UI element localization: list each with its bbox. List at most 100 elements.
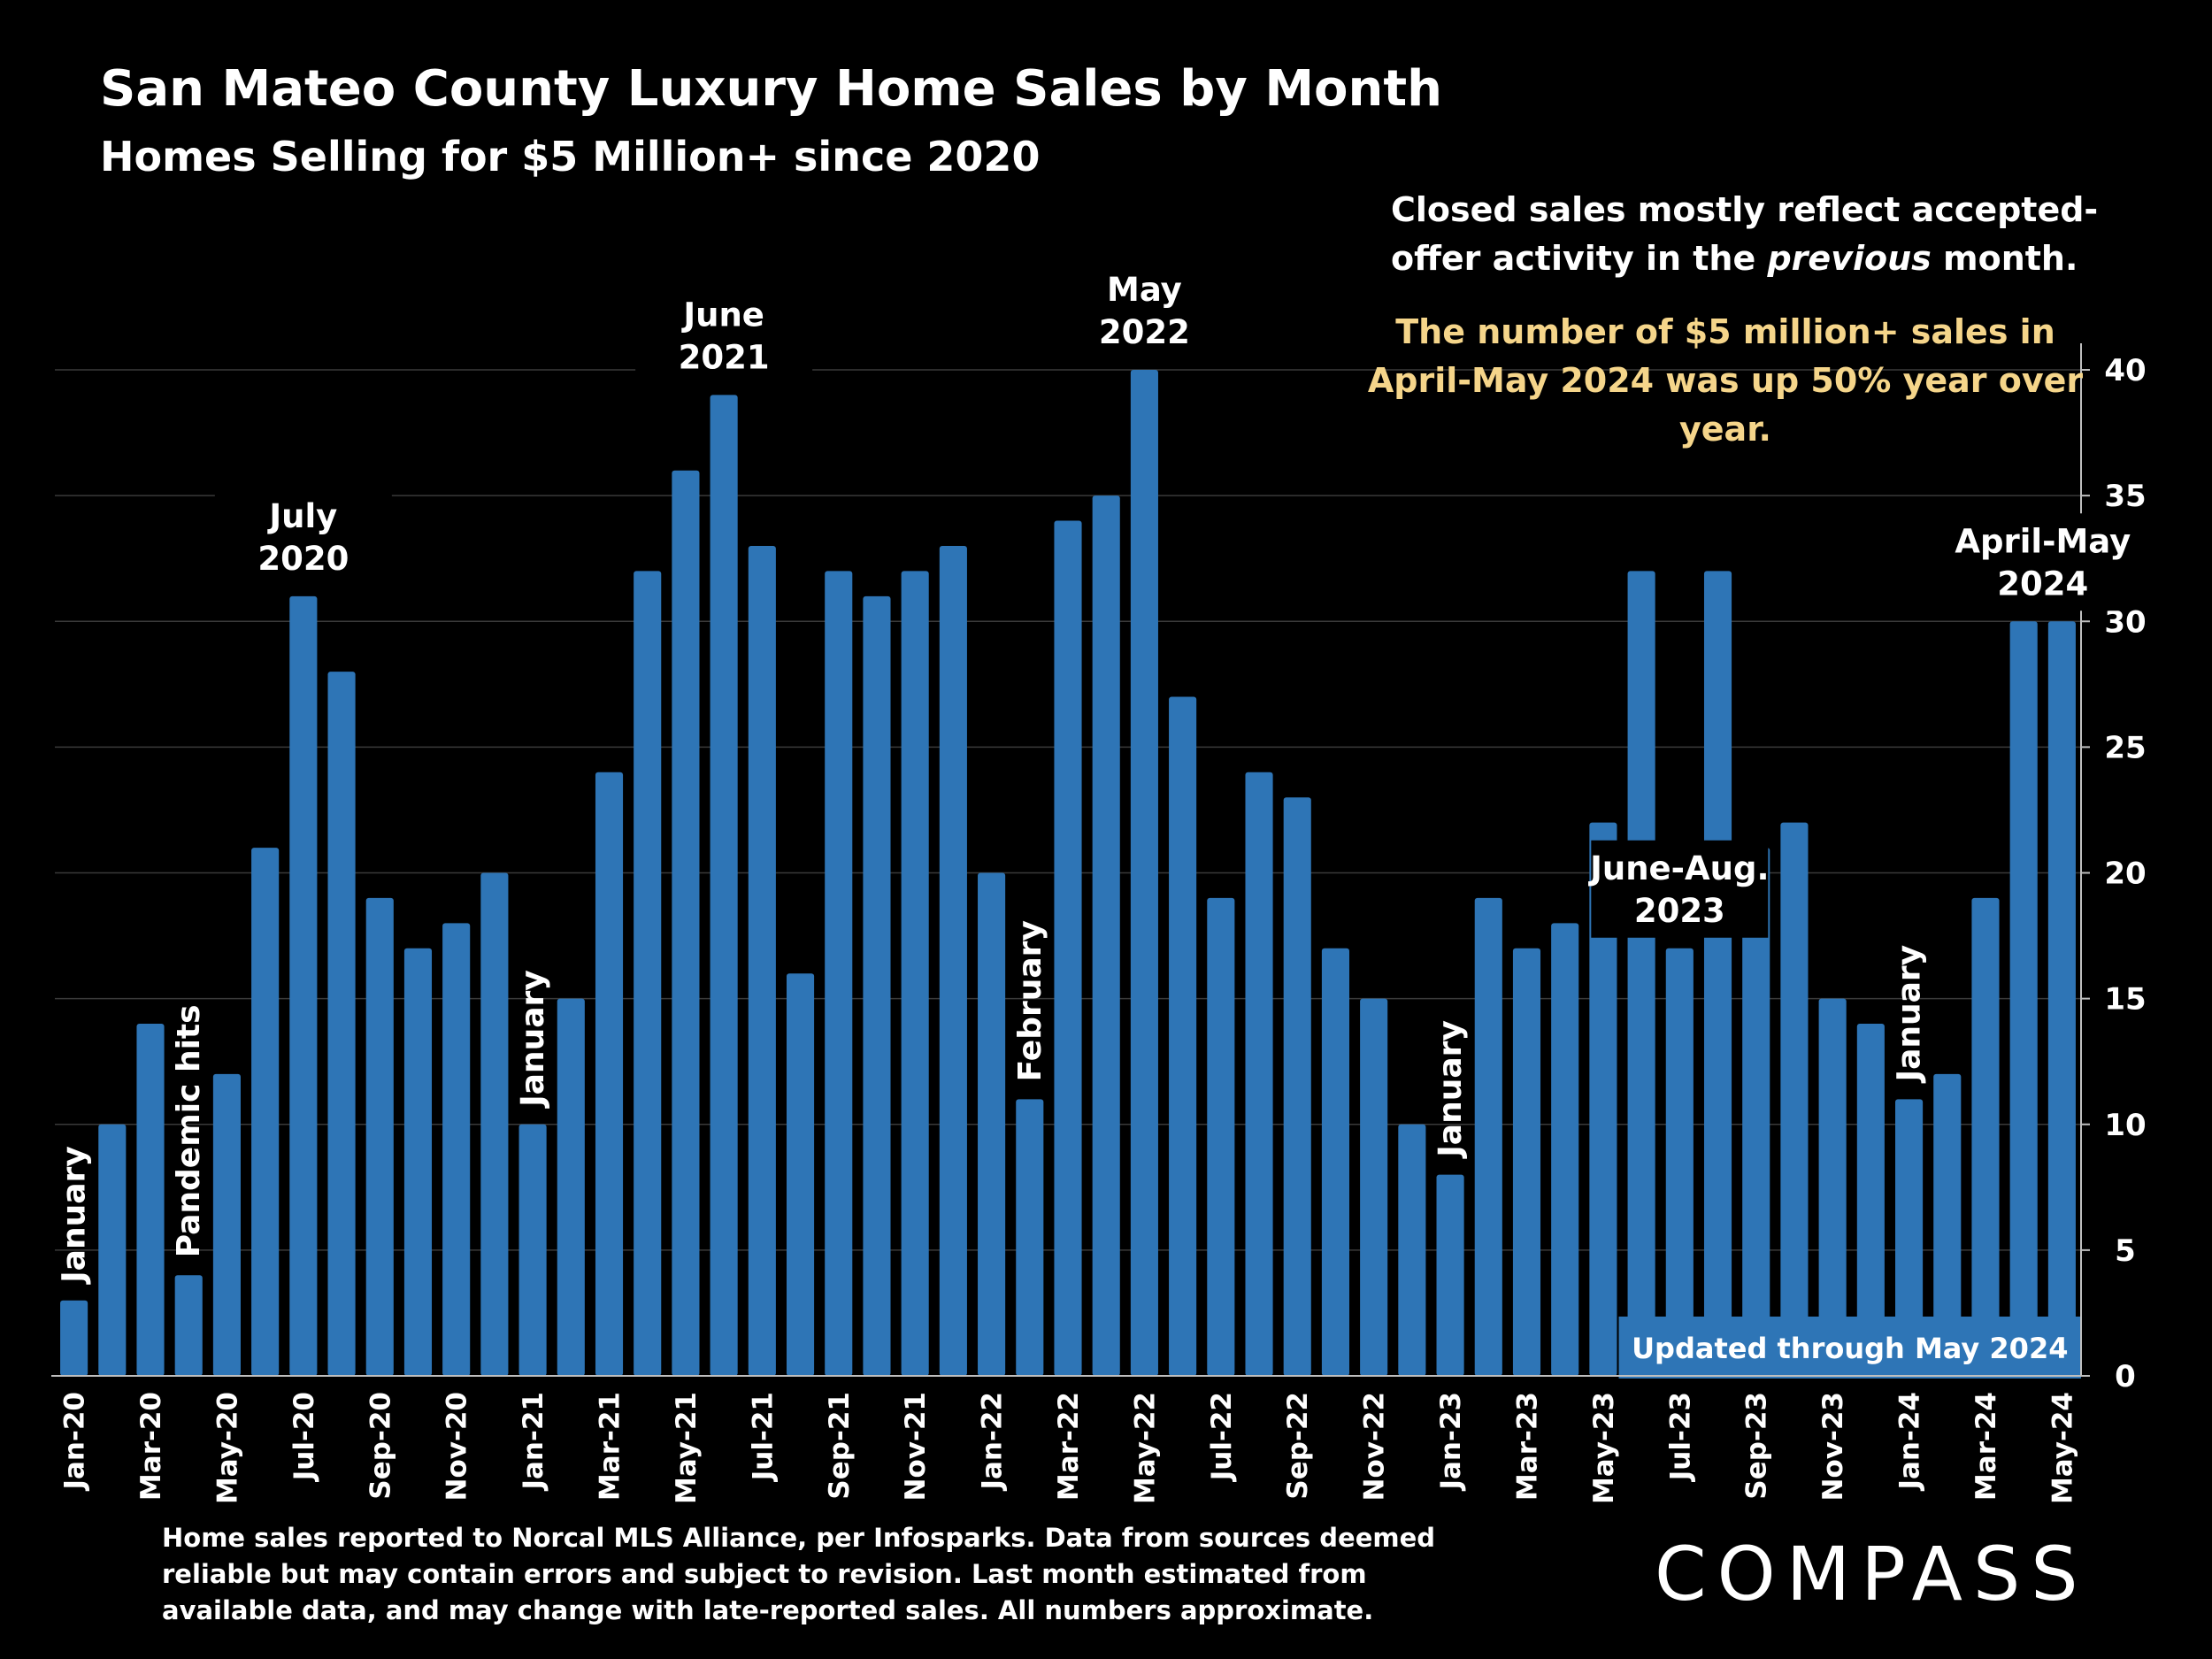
- bar: [1321, 948, 1350, 1376]
- annotation-label: Pandemic hits: [171, 1004, 207, 1257]
- bar: [1130, 370, 1158, 1376]
- bar: [634, 571, 662, 1376]
- y-tick-label: 5: [2115, 1233, 2136, 1269]
- bar: [1818, 998, 1847, 1376]
- updated-badge: Updated through May 2024: [1618, 1317, 2081, 1379]
- bar: [1092, 495, 1120, 1376]
- bar: [1245, 772, 1273, 1376]
- bar: [1360, 998, 1388, 1376]
- bar: [327, 672, 356, 1376]
- annotation-label: June: [680, 296, 764, 334]
- x-tick-label: Nov-22: [1359, 1392, 1391, 1501]
- bar: [289, 595, 318, 1376]
- x-tick-label: May-20: [211, 1392, 243, 1504]
- bar: [1933, 1073, 1962, 1376]
- annotation-label: January: [57, 1146, 93, 1285]
- bar: [557, 998, 585, 1376]
- bar: [2009, 621, 2038, 1376]
- chart-title: San Mateo County Luxury Home Sales by Mo…: [100, 60, 1443, 118]
- x-tick-label: Jul-23: [1664, 1392, 1696, 1482]
- bar: [1436, 1174, 1464, 1376]
- annotation-backdrop: [635, 287, 813, 385]
- annotation-label: 2022: [1099, 313, 1190, 351]
- bar: [98, 1124, 127, 1376]
- x-tick-label: Jul-20: [288, 1392, 320, 1482]
- y-tick-label: 35: [2104, 479, 2146, 514]
- updated-badge-box: [1618, 1317, 2081, 1379]
- annotation-label: January: [1892, 945, 1928, 1084]
- x-tick-label: Jan-21: [518, 1392, 549, 1492]
- x-tick-label: Nov-20: [442, 1392, 473, 1501]
- annotation-backdrop: [1056, 262, 1233, 359]
- bar: [672, 470, 700, 1376]
- bar: [174, 1275, 203, 1376]
- x-tick-label: Mar-24: [1970, 1392, 2002, 1501]
- y-tick-label: 15: [2104, 982, 2146, 1018]
- bar: [825, 571, 853, 1376]
- annotation-backdrop: [1591, 840, 1769, 938]
- bar: [978, 872, 1006, 1376]
- bar: [212, 1073, 241, 1376]
- annotation-label: July: [266, 497, 337, 535]
- bar: [442, 923, 471, 1376]
- bar: [1169, 696, 1197, 1376]
- x-tick-label: Jan-20: [59, 1392, 91, 1492]
- bar: [1742, 848, 1770, 1376]
- annotation-backdrop: [1954, 513, 2131, 611]
- bar: [939, 545, 967, 1376]
- bar: [136, 1024, 165, 1376]
- compass-logo: COMPASS: [1655, 1531, 2089, 1617]
- x-tick-label: Jul-21: [747, 1392, 779, 1482]
- bar: [1627, 571, 1655, 1376]
- bar: [403, 948, 433, 1376]
- x-tick-label: Jan-22: [977, 1392, 1009, 1492]
- footnote: Home sales reported to Norcal MLS Allian…: [162, 1523, 1436, 1625]
- annotation-label: April-May: [1955, 522, 2131, 560]
- bar: [901, 571, 929, 1376]
- bar: [786, 973, 815, 1376]
- bar: [1589, 822, 1617, 1376]
- note-yoy-highlight: The number of $5 million+ sales in April…: [1367, 312, 2084, 449]
- x-tick-label: Mar-20: [135, 1392, 167, 1501]
- bar: [60, 1300, 88, 1376]
- note-previous-after: month.: [1931, 239, 2078, 278]
- y-tick-label: 40: [2104, 353, 2146, 388]
- bar: [480, 872, 509, 1376]
- x-tick-label: May-21: [671, 1392, 703, 1504]
- annotation-label: 2023: [1634, 892, 1725, 930]
- bar: [518, 1124, 547, 1376]
- bar: [2047, 621, 2076, 1376]
- updated-badge-label: Updated through May 2024: [1632, 1332, 2068, 1365]
- bar: [748, 545, 776, 1376]
- note-previous-before: Closed sales mostly reflect accepted-off…: [1391, 190, 2099, 278]
- bars: [60, 370, 2076, 1376]
- bar: [595, 772, 624, 1376]
- chart-subtitle: Homes Selling for $5 Million+ since 2020: [100, 133, 1041, 180]
- y-tick-label: 0: [2115, 1359, 2136, 1394]
- bar: [1665, 948, 1694, 1376]
- annotation-label: February: [1012, 920, 1048, 1081]
- bar: [1283, 797, 1311, 1376]
- annotation-label: May: [1107, 271, 1182, 309]
- y-tick-label: 10: [2104, 1108, 2146, 1143]
- note-previous-emphasis: previous: [1767, 239, 1932, 278]
- y-tick-label: 20: [2104, 856, 2146, 892]
- bar: [1551, 923, 1579, 1376]
- bar: [251, 848, 280, 1376]
- annotation-label: January: [1432, 1020, 1469, 1159]
- bar: [1474, 897, 1502, 1376]
- bar: [1856, 1024, 1885, 1376]
- bar: [1895, 1099, 1924, 1376]
- x-tick-label: Mar-21: [595, 1392, 626, 1501]
- bar: [1971, 897, 2000, 1376]
- bar: [1780, 822, 1809, 1376]
- x-tick-label: Mar-23: [1511, 1392, 1543, 1501]
- x-tick-label: Nov-23: [1817, 1392, 1849, 1501]
- x-tick-label: Jan-24: [1894, 1392, 1926, 1492]
- bar: [710, 395, 738, 1376]
- x-tick-label: Nov-21: [900, 1392, 932, 1501]
- bar: [1703, 571, 1732, 1376]
- bar: [1398, 1124, 1426, 1376]
